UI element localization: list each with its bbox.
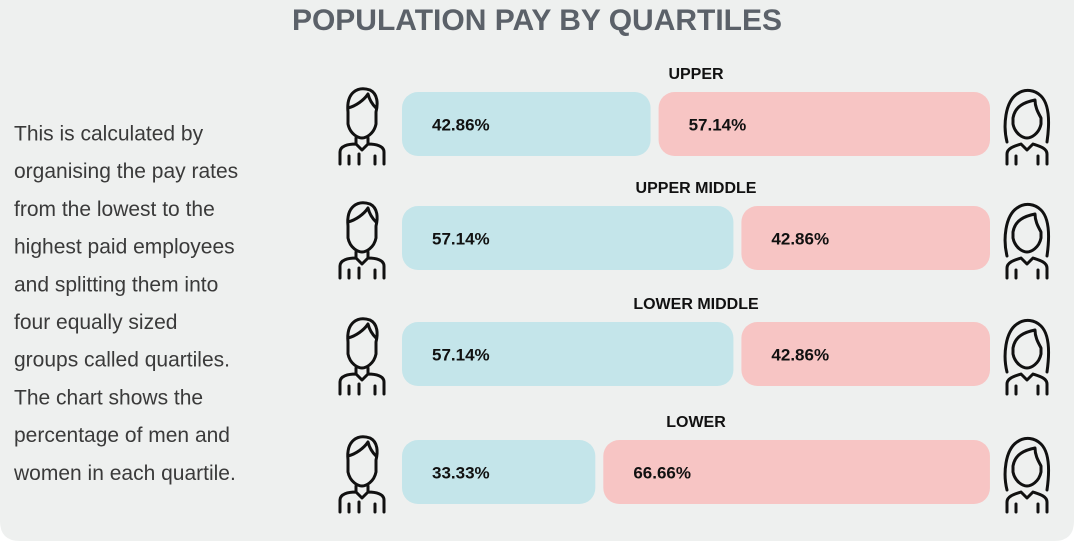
- description-line: highest paid employees: [14, 236, 235, 259]
- description-line: women in each quartile.: [13, 462, 236, 485]
- value-label: 42.86%: [771, 229, 829, 248]
- description-line: The chart shows the: [14, 386, 203, 409]
- value-label: 57.14%: [689, 115, 747, 134]
- category-label: LOWER: [666, 414, 726, 431]
- bar: [658, 92, 990, 156]
- description-line: groups called quartiles.: [14, 349, 230, 372]
- bar: [402, 92, 651, 156]
- description-line: percentage of men and: [14, 424, 230, 447]
- bar: [402, 322, 734, 386]
- chart-title: POPULATION PAY BY QUARTILES: [292, 4, 782, 37]
- value-label: 57.14%: [432, 229, 490, 248]
- bar: [402, 206, 734, 270]
- value-label: 42.86%: [432, 115, 490, 134]
- description-line: from the lowest to the: [14, 198, 215, 221]
- value-label: 33.33%: [432, 463, 490, 482]
- category-label: LOWER MIDDLE: [633, 296, 759, 313]
- category-label: UPPER: [668, 66, 724, 83]
- value-label: 66.66%: [633, 463, 691, 482]
- bar: [741, 206, 990, 270]
- category-label: UPPER MIDDLE: [636, 180, 757, 197]
- description-line: This is calculated by: [14, 123, 204, 146]
- bar: [603, 440, 990, 504]
- value-label: 42.86%: [771, 345, 829, 364]
- description-line: four equally sized: [14, 311, 177, 334]
- value-label: 57.14%: [432, 345, 490, 364]
- bar: [741, 322, 990, 386]
- description-line: organising the pay rates: [14, 160, 238, 183]
- description-line: and splitting them into: [14, 273, 218, 296]
- bar: [402, 440, 596, 504]
